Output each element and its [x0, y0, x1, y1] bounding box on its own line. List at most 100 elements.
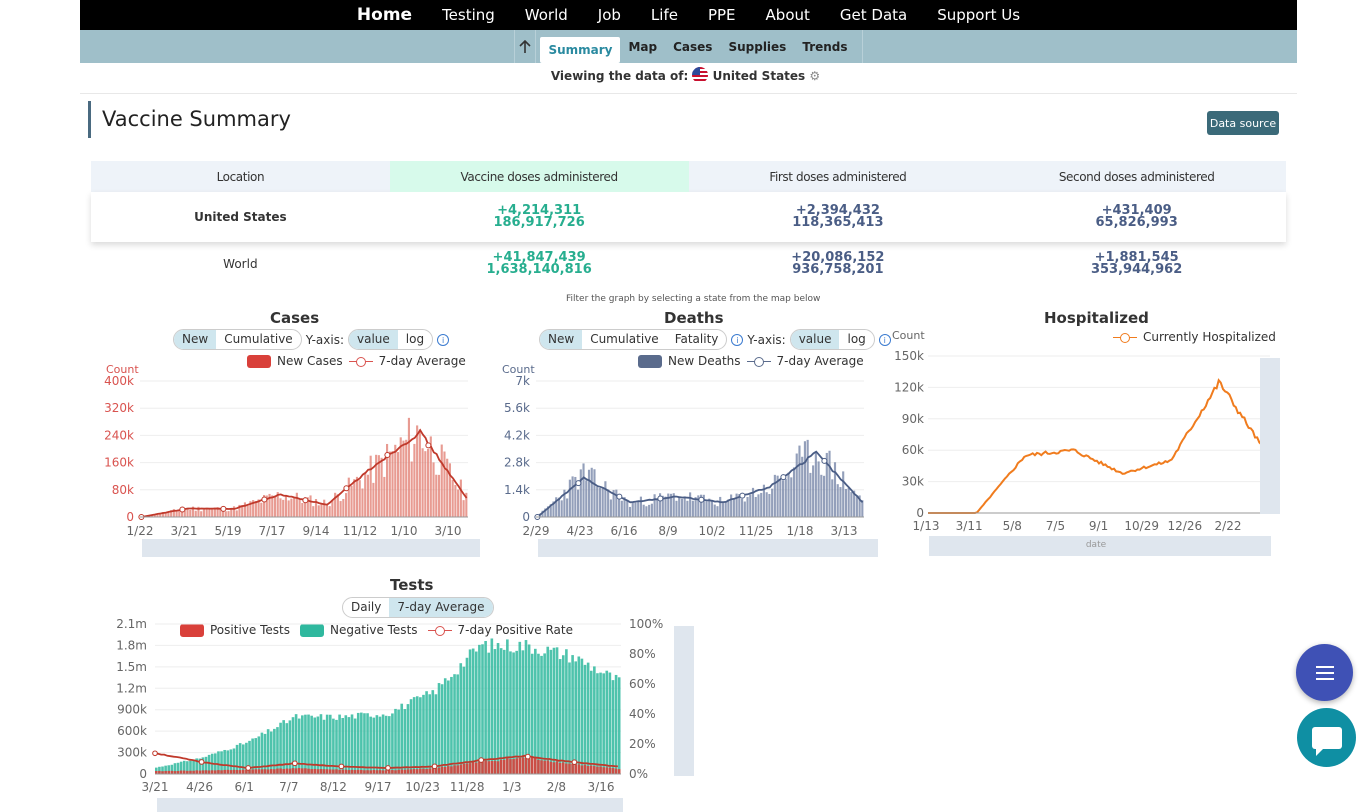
bar: [694, 497, 697, 517]
nav-support-us[interactable]: Support Us: [937, 6, 1021, 24]
cases-cumulative-button[interactable]: Cumulative: [224, 332, 293, 346]
legend-label[interactable]: 7-day Positive Rate: [457, 623, 573, 637]
info-icon[interactable]: i: [731, 333, 744, 346]
table-row[interactable]: World +41,847,439 1,638,140,816 +20,086,…: [91, 239, 1286, 289]
legend-line-marker[interactable]: [427, 624, 452, 636]
deaths-log-button[interactable]: log: [847, 332, 866, 346]
deaths-new-button[interactable]: New: [540, 330, 583, 349]
column-header[interactable]: Second doses administered: [1058, 169, 1215, 184]
nav-get-data[interactable]: Get Data: [839, 6, 908, 24]
tab-summary[interactable]: Summary: [540, 37, 621, 63]
cases-scale-toggle: value log: [348, 329, 434, 350]
legend-line-marker[interactable]: [746, 355, 771, 367]
legend-label[interactable]: New Cases: [277, 354, 343, 368]
bar: [732, 498, 735, 517]
chat-icon[interactable]: [1297, 708, 1356, 767]
nav-world[interactable]: World: [524, 6, 568, 24]
legend-label[interactable]: Positive Tests: [210, 623, 290, 637]
bar: [227, 511, 230, 517]
negative-bar: [459, 663, 463, 774]
bar: [721, 501, 724, 517]
bar: [697, 495, 700, 517]
legend-label[interactable]: 7-day Average: [378, 354, 466, 368]
cases-log-button[interactable]: log: [405, 332, 425, 346]
data-source-button[interactable]: Data source: [1207, 111, 1279, 135]
legend-line-marker[interactable]: [348, 355, 373, 367]
positive-bar: [605, 767, 609, 774]
tab-trends[interactable]: Trends: [802, 39, 848, 54]
info-icon[interactable]: i: [878, 333, 891, 346]
gear-icon[interactable]: ⚙: [809, 69, 821, 83]
bar: [582, 463, 585, 517]
hospitalized-chart[interactable]: Count 0 30k 60k 90k 120k 150k 1/13 3/11 5/8 7/5 9/1…: [888, 328, 1288, 560]
bar: [342, 498, 345, 517]
y-tick-label: 400k: [104, 374, 134, 388]
deaths-fatality-button[interactable]: Fatality: [674, 332, 719, 346]
legend-label[interactable]: Negative Tests: [329, 623, 418, 637]
bar: [249, 501, 252, 517]
tests-chart[interactable]: 0 300k 600k 900k 1.2m 1.5m 1.8m 2.1m 0% 20% 40% 60%…: [100, 612, 700, 812]
positive-bar: [235, 769, 239, 774]
bar: [653, 494, 656, 517]
bar: [626, 499, 629, 517]
y-tick-label: 2.1m: [116, 617, 147, 631]
bar: [241, 505, 244, 517]
positive-bar: [589, 765, 593, 774]
nav-home[interactable]: Home: [356, 5, 413, 25]
cases-value-button[interactable]: value: [349, 330, 398, 349]
tests-average-button[interactable]: 7-day Average: [389, 598, 493, 617]
bar: [771, 488, 774, 517]
bar: [437, 474, 441, 517]
negative-bar: [493, 649, 497, 774]
bar: [366, 474, 369, 517]
positive-bar: [288, 768, 292, 774]
bar: [216, 507, 219, 517]
positive-bar: [397, 769, 400, 774]
legend-label[interactable]: 7-day Average: [776, 354, 864, 368]
y-tick-label: 0: [522, 510, 530, 524]
tab-cases[interactable]: Cases: [673, 39, 713, 54]
legend-line-marker[interactable]: [1113, 331, 1137, 343]
arrow-up-icon[interactable]: [514, 30, 537, 63]
viewing-country-name[interactable]: United States: [712, 69, 806, 83]
table-row[interactable]: United States +4,214,311 186,917,726 +2,…: [91, 192, 1286, 242]
y-tick-label: 2.8k: [504, 456, 530, 470]
legend-label[interactable]: Currently Hospitalized: [1143, 330, 1276, 344]
cases-chart[interactable]: Count 0 80k 160k 240k 320k 400k 1/22 3/21 5/19 7/1…: [100, 356, 480, 560]
negative-bar: [269, 731, 273, 774]
tab-supplies[interactable]: Supplies: [728, 39, 787, 54]
legend-label[interactable]: New Deaths: [668, 354, 741, 368]
legend-swatch[interactable]: [247, 354, 271, 368]
negative-bar: [173, 763, 177, 774]
nav-ppe[interactable]: PPE: [707, 6, 736, 24]
cases-new-button[interactable]: New: [174, 330, 217, 349]
legend-swatch[interactable]: [299, 623, 324, 637]
deaths-value-button[interactable]: value: [790, 330, 840, 349]
zoom-slider: [929, 536, 1271, 556]
bar: [208, 508, 211, 517]
nav-life[interactable]: Life: [650, 6, 678, 24]
cell-value: 65,826,993: [1095, 215, 1178, 230]
x-tick-label: 9/14: [303, 524, 330, 538]
menu-icon[interactable]: [1296, 644, 1353, 701]
column-header[interactable]: First doses administered: [769, 169, 907, 184]
positive-bar: [443, 767, 447, 774]
bar: [710, 500, 714, 517]
x-tick-label: 2/29: [523, 524, 550, 538]
tab-map[interactable]: Map: [628, 39, 658, 54]
deaths-cumulative-button[interactable]: Cumulative: [590, 332, 659, 346]
bar: [661, 495, 664, 517]
tests-daily-button[interactable]: Daily: [351, 600, 382, 614]
positive-bar: [617, 769, 621, 774]
nav-about[interactable]: About: [765, 6, 810, 24]
info-icon[interactable]: i: [437, 333, 450, 346]
legend-swatch[interactable]: [180, 623, 204, 637]
bar: [462, 500, 465, 517]
negative-bar: [518, 641, 522, 774]
legend-swatch[interactable]: [638, 354, 662, 368]
y-tick-label: 120k: [894, 380, 924, 394]
nav-testing[interactable]: Testing: [442, 6, 495, 24]
column-header[interactable]: Vaccine doses administered: [389, 161, 689, 192]
deaths-chart[interactable]: Count 0 1.4k 2.8k 4.2k 5.6k 7k 2/29 4/23 6/16 8/9 1…: [500, 356, 880, 560]
nav-job[interactable]: Job: [597, 6, 621, 24]
